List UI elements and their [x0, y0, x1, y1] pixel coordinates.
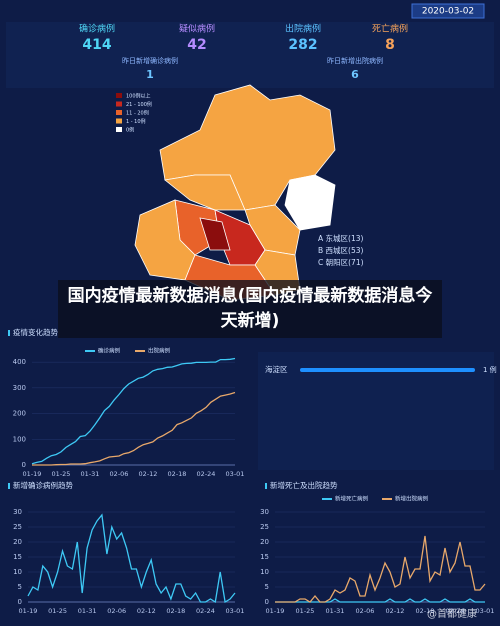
x-tick-label: 03-01 — [476, 607, 495, 615]
title-marker — [8, 483, 10, 489]
x-tick-label: 02-18 — [166, 607, 185, 615]
x-tick-label: 01-25 — [296, 607, 315, 615]
legend-label: 新增出院病例 — [395, 495, 429, 503]
map-pinggu — [284, 174, 336, 231]
legend-label: 100例以上 — [126, 93, 151, 100]
x-tick-label: 02-12 — [386, 607, 405, 615]
y-tick-label: 5 — [18, 583, 22, 591]
x-tick-label: 02-18 — [168, 470, 187, 478]
new-stat-label: 昨日新增确诊病例 — [122, 56, 178, 65]
legend-label: 新增死亡病例 — [335, 495, 369, 503]
x-tick-label: 03-01 — [226, 470, 245, 478]
legend-swatch — [116, 110, 122, 115]
legend-swatch — [116, 93, 122, 98]
y-tick-label: 25 — [13, 523, 22, 531]
y-tick-label: 300 — [13, 384, 26, 392]
x-tick-label: 03-01 — [226, 607, 245, 615]
y-tick-label: 15 — [13, 553, 22, 561]
x-tick-label: 01-25 — [52, 470, 71, 478]
x-tick-label: 02-06 — [356, 607, 375, 615]
legend-swatch — [116, 101, 122, 107]
legend-label: 出院病例 — [148, 347, 171, 355]
watermark: @首都健康 — [427, 607, 477, 620]
new-stat-value: 1 — [146, 68, 154, 81]
y-tick-label: 25 — [260, 523, 269, 531]
series-line — [31, 357, 236, 465]
district-bar-label: 1 例 — [483, 365, 497, 374]
x-tick-label: 02-24 — [197, 470, 216, 478]
x-tick-label: 02-24 — [196, 607, 215, 615]
district-bar — [300, 368, 475, 372]
y-tick-label: 10 — [260, 568, 269, 576]
chart-title: 疫情变化趋势 — [13, 327, 58, 337]
x-tick-label: 01-19 — [23, 470, 42, 478]
legend-swatch — [116, 127, 122, 132]
x-tick-label: 01-19 — [266, 607, 285, 615]
series-line — [275, 535, 486, 603]
x-tick-label: 01-31 — [81, 470, 100, 478]
legend-label: 0例 — [126, 127, 134, 134]
stat-value: 42 — [187, 37, 206, 53]
y-tick-label: 0 — [265, 598, 269, 606]
district-label: B 西城区(53) — [318, 246, 363, 255]
stat-label: 死亡病例 — [372, 23, 408, 35]
y-tick-label: 15 — [260, 553, 269, 561]
stat-label: 确诊病例 — [79, 23, 115, 35]
district-bar-name: 海淀区 — [265, 364, 288, 374]
x-tick-label: 02-06 — [107, 607, 126, 615]
date-box — [411, 3, 485, 19]
district-label: A 东城区(13) — [318, 233, 363, 243]
y-tick-label: 10 — [13, 568, 22, 576]
legend-label: 1 - 10例 — [126, 118, 146, 125]
y-tick-label: 30 — [13, 508, 22, 516]
x-tick-label: 02-12 — [137, 607, 156, 615]
legend-label: 21 - 100例 — [126, 101, 152, 108]
date: 2020-03-02 — [422, 7, 474, 17]
stat-label: 出院病例 — [285, 23, 321, 35]
stats-panel — [6, 22, 494, 88]
x-tick-label: 02-18 — [416, 607, 435, 615]
y-tick-label: 100 — [13, 435, 26, 443]
map — [134, 84, 336, 301]
overlay-title: 国内疫情最新数据消息(国内疫情最新数据消息今天新增) — [58, 280, 442, 338]
stat-value: 282 — [288, 37, 317, 53]
new-stat-label: 昨日新增出院病例 — [327, 56, 383, 65]
x-tick-label: 02-06 — [110, 470, 129, 478]
x-tick-label: 02-24 — [446, 607, 465, 615]
series-line — [32, 391, 236, 466]
chart-title: 新增确诊病例趋势 — [13, 480, 73, 490]
stat-value: 414 — [82, 37, 111, 53]
title-marker — [8, 330, 10, 336]
x-tick-label: 01-25 — [48, 607, 67, 615]
legend-label: 确诊病例 — [98, 347, 121, 355]
y-tick-label: 400 — [13, 358, 26, 366]
map-core — [199, 217, 231, 251]
stat-label: 疑似病例 — [179, 23, 215, 35]
y-tick-label: 5 — [265, 583, 269, 591]
y-tick-label: 0 — [22, 461, 26, 469]
new-stat-value: 6 — [351, 68, 359, 81]
legend-swatch — [116, 118, 122, 124]
chart-title: 新增死亡及出院趋势 — [270, 480, 338, 490]
x-tick-label: 01-19 — [19, 607, 38, 615]
x-tick-label: 02-12 — [139, 470, 158, 478]
y-tick-label: 0 — [18, 598, 22, 606]
x-tick-label: 01-31 — [326, 607, 345, 615]
title-marker — [265, 483, 267, 489]
y-tick-label: 200 — [13, 410, 26, 418]
y-tick-label: 20 — [13, 538, 22, 546]
x-tick-label: 01-31 — [78, 607, 97, 615]
y-tick-label: 20 — [260, 538, 269, 546]
district-label: C 朝阳区(71) — [318, 258, 364, 267]
y-tick-label: 30 — [260, 508, 269, 516]
stat-value: 8 — [385, 37, 395, 53]
legend-label: 11 - 20例 — [126, 110, 149, 117]
series-line — [27, 513, 236, 604]
